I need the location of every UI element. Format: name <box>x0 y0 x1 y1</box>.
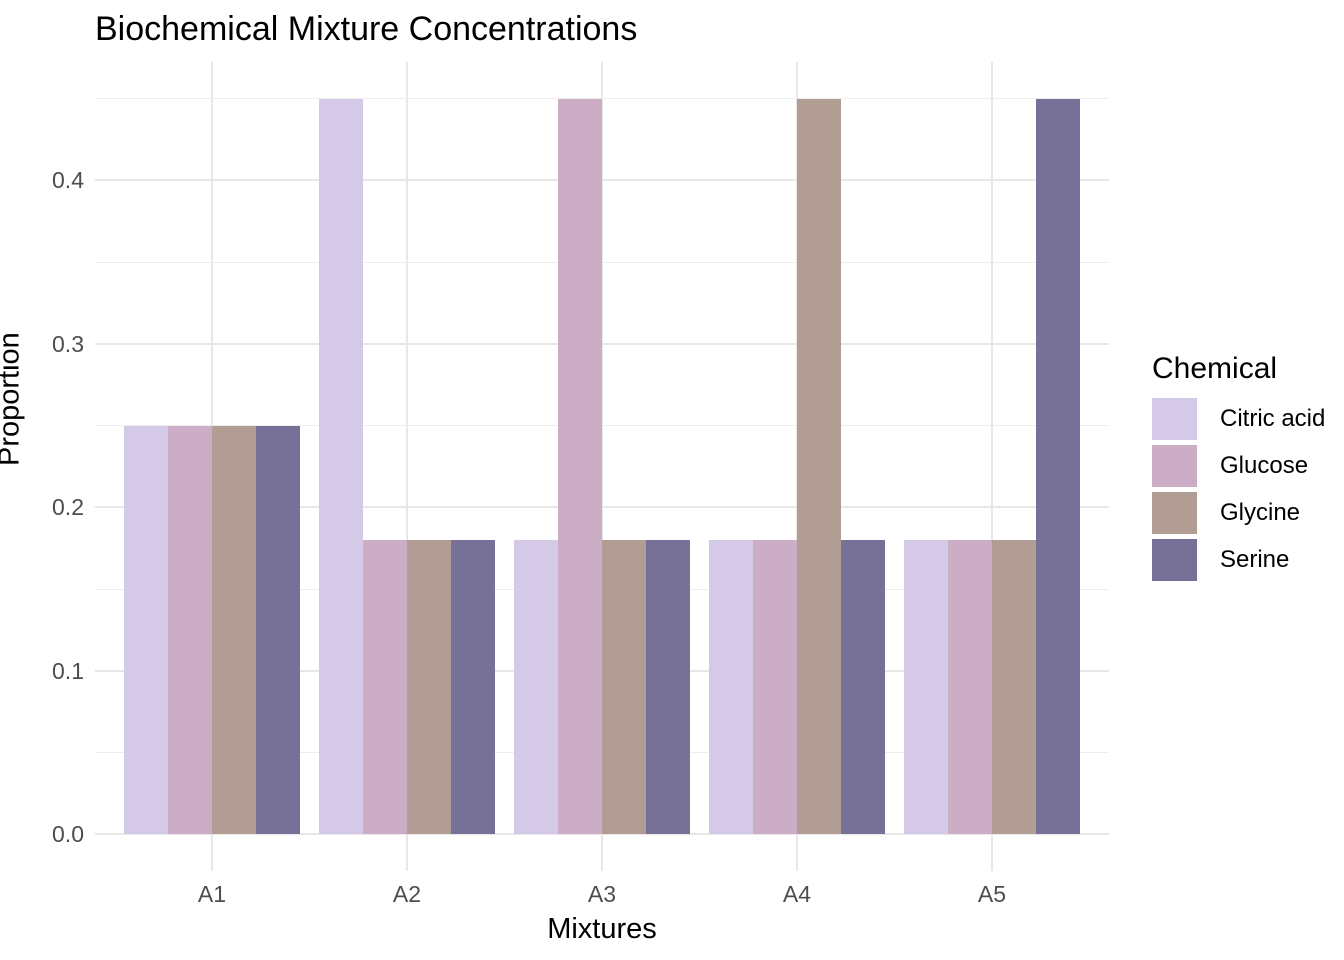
bar-a4-serine <box>840 540 885 835</box>
x-tick-label-a1: A1 <box>197 881 227 907</box>
bar-a4-glucose <box>753 540 797 835</box>
legend: Chemical Citric acid Glucose Glycine Serine <box>1152 352 1325 581</box>
x-tick-label-a5: A5 <box>977 881 1007 907</box>
bar-a3-serine <box>645 540 690 835</box>
legend-label-serine: Serine <box>1220 546 1290 573</box>
x-tick-label-a3: A3 <box>587 881 617 907</box>
bar-a2-glycine <box>407 540 451 835</box>
bar-a5-glycine <box>992 540 1036 835</box>
legend-swatch-glycine <box>1152 492 1197 534</box>
bar-a3-glucose <box>558 98 602 835</box>
bar-a3-citric-acid <box>514 540 559 835</box>
gridline-major-0.3 <box>95 342 1109 345</box>
bar-a2-serine <box>450 540 495 835</box>
legend-label-citric-acid: Citric acid <box>1220 405 1326 432</box>
bar-a5-glucose <box>948 540 992 835</box>
chart-title: Biochemical Mixture Concentrations <box>95 10 638 48</box>
bar-a1-citric-acid <box>124 425 169 835</box>
bar-a5-serine <box>1035 98 1080 835</box>
x-axis-title: Mixtures <box>547 913 657 945</box>
gridline-minor-0.45 <box>95 98 1109 100</box>
bar-a4-glycine <box>797 98 841 835</box>
bar-a4-citric-acid <box>709 540 754 835</box>
gridline-vertical-a5 <box>991 62 993 871</box>
legend-label-glucose: Glucose <box>1220 452 1309 479</box>
gridline-major-0 <box>95 833 1109 836</box>
legend-items: Citric acid Glucose Glycine Serine <box>1152 398 1325 581</box>
y-tick-label-0.1: 0.1 <box>52 657 84 684</box>
plot-panel <box>95 62 1109 871</box>
legend-title: Chemical <box>1152 352 1278 385</box>
y-tick-label-0.0: 0.0 <box>52 821 84 848</box>
legend-swatch-serine <box>1152 539 1197 581</box>
bar-a3-glycine <box>602 540 646 835</box>
gridline-vertical-a3 <box>601 62 603 871</box>
gridline-minor-0.25 <box>95 425 1109 427</box>
y-tick-label-0.4: 0.4 <box>52 167 84 194</box>
bar-a1-glucose <box>168 425 212 835</box>
bar-a1-glycine <box>212 425 256 835</box>
legend-swatch-glucose <box>1152 445 1197 487</box>
x-tick-label-a4: A4 <box>782 881 812 907</box>
bar-a2-glucose <box>363 540 407 835</box>
y-tick-label-0.3: 0.3 <box>52 330 84 357</box>
gridline-minor-0.35 <box>95 261 1109 263</box>
legend-item-citric-acid: Citric acid <box>1152 398 1325 440</box>
y-tick-label-0.2: 0.2 <box>52 494 84 521</box>
legend-item-serine: Serine <box>1152 539 1325 581</box>
x-tick-label-a2: A2 <box>392 881 422 907</box>
bar-a2-citric-acid <box>319 98 364 835</box>
legend-item-glucose: Glucose <box>1152 445 1325 487</box>
gridline-vertical-a2 <box>406 62 408 871</box>
gridline-major-0.2 <box>95 506 1109 509</box>
legend-label-glycine: Glycine <box>1220 499 1301 526</box>
legend-item-glycine: Glycine <box>1152 492 1325 534</box>
gridline-major-0.4 <box>95 179 1109 182</box>
bar-a1-serine <box>255 425 300 835</box>
legend-swatch-citric-acid <box>1152 398 1197 440</box>
bar-a5-citric-acid <box>904 540 949 835</box>
